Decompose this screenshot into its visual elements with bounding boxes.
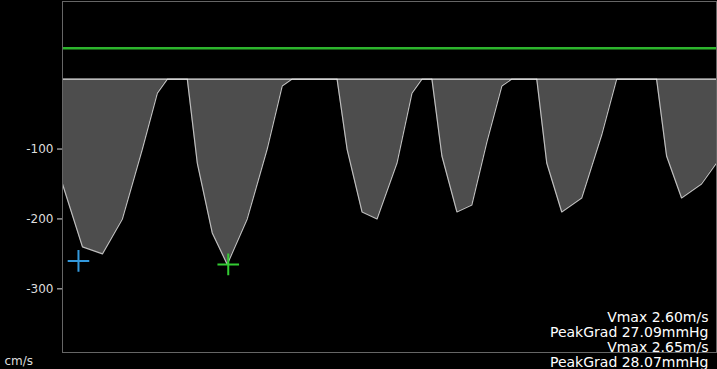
svg-text:-100: -100	[26, 142, 53, 156]
svg-text:-200: -200	[26, 212, 53, 226]
svg-text:Vmax 2.60m/sPeakGrad 27.09mmHg: Vmax 2.60m/sPeakGrad 27.09mmHgVmax 2.65m…	[550, 309, 709, 369]
svg-text:cm/s: cm/s	[5, 354, 34, 368]
svg-text:-300: -300	[26, 282, 53, 296]
